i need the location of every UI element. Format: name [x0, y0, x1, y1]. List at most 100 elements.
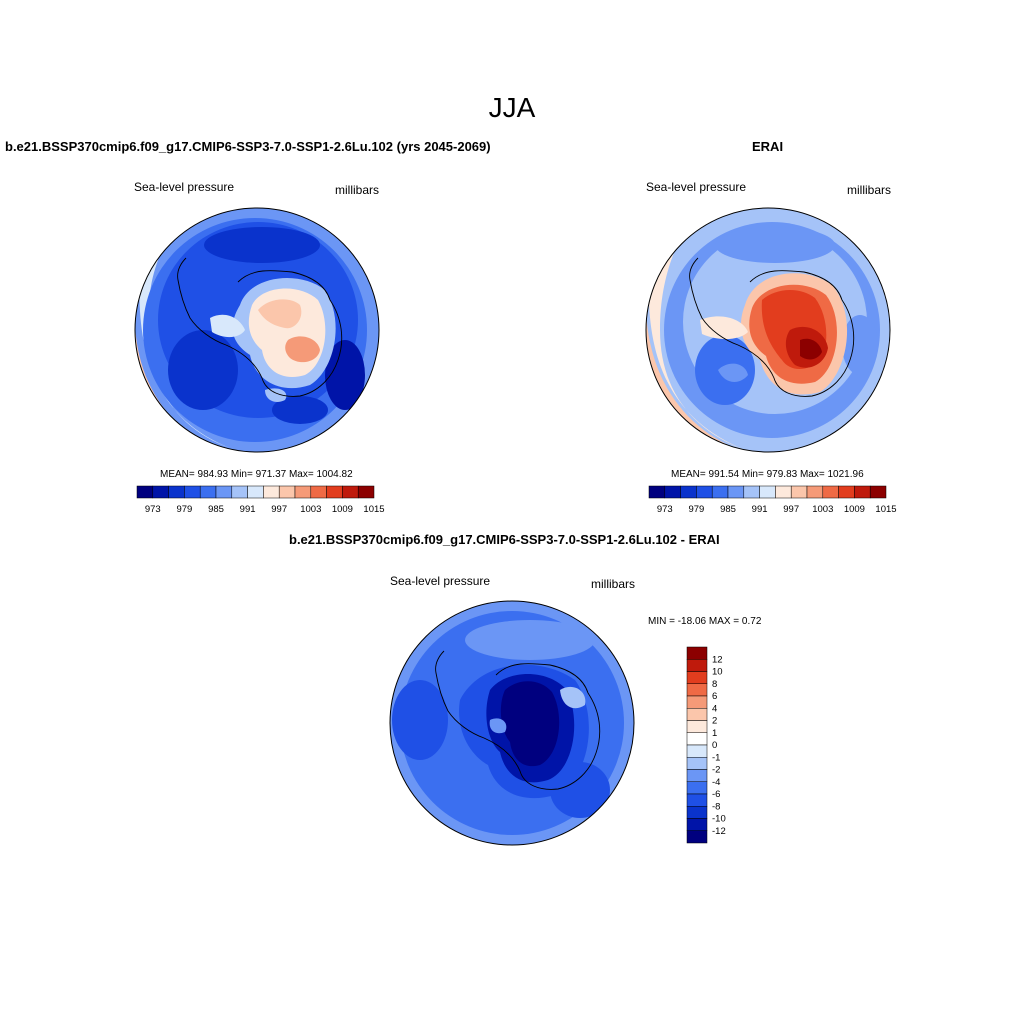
panel3-colorbar-tick-label: -4 — [712, 777, 720, 788]
panel1-colorbar-swatch — [294, 485, 312, 499]
panel1-colorbar-swatch — [310, 485, 327, 499]
panel1-colorbar-swatch — [184, 485, 201, 499]
panel3-map — [390, 601, 634, 845]
panel2-colorbar-swatch — [680, 485, 697, 499]
panel2-map — [646, 208, 890, 452]
panel3-map-border — [389, 600, 635, 846]
panel2-colorbar-tick-label: 985 — [720, 504, 736, 515]
panel1-variable-label: Sea-level pressure — [134, 180, 235, 194]
panel3-colorbar-swatch — [686, 659, 708, 672]
panel3-colorbar-tick-label: -12 — [712, 826, 726, 837]
panel3-colorbar-swatch — [686, 769, 708, 782]
panel1-colorbar-tick-label: 985 — [208, 504, 224, 515]
panel3-colorbar-tick-label: 8 — [712, 679, 717, 690]
panel2-colorbar-swatch — [696, 485, 713, 499]
panel2-colorbar-tick-label: 979 — [688, 504, 704, 515]
panel3-colorbar-swatch — [686, 744, 708, 758]
panel1-colorbar: 973 979 985 991 997 1003 1009 1015 — [136, 485, 385, 515]
panel2-colorbar-swatch — [790, 485, 808, 499]
panel1-map-border — [134, 207, 380, 453]
panel3-colorbar-tick-label: -6 — [712, 789, 720, 800]
panel3-colorbar-swatch — [686, 781, 708, 795]
panel2-colorbar-tick-label: 973 — [657, 504, 673, 515]
panel3-colorbar-swatch — [686, 818, 708, 831]
panel1-colorbar-swatch — [263, 485, 280, 499]
panel1-colorbar-swatch — [136, 485, 154, 499]
panel2-colorbar-swatch — [869, 485, 887, 499]
panel3-colorbar-swatch — [686, 671, 708, 684]
panel2-units-label: millibars — [847, 183, 892, 197]
panel3-title: b.e21.BSSP370cmip6.f09_g17.CMIP6-SSP3-7.… — [289, 532, 720, 547]
panel3-colorbar-swatch — [686, 793, 708, 807]
panel3-colorbar-swatch — [686, 683, 708, 697]
panel3-colorbar-tick-label: -8 — [712, 801, 720, 812]
panel2-colorbar-swatch — [759, 485, 776, 499]
panel1-colorbar-swatch — [357, 485, 375, 499]
panel1-colorbar-swatch — [152, 485, 169, 499]
panel3-colorbar-tick-label: -10 — [712, 814, 726, 825]
panel3-stats: MIN = -18.06 MAX = 0.72 — [648, 616, 762, 627]
panel3-colorbar-tick-label: -2 — [712, 765, 720, 776]
panel2-colorbar-swatch — [727, 485, 745, 499]
panel1-colorbar-swatch — [199, 485, 217, 499]
panel2-colorbar-tick-label: 1015 — [875, 504, 896, 515]
panel1-colorbar-tick-label: 973 — [145, 504, 161, 515]
panel1-colorbar-tick-label: 997 — [271, 504, 287, 515]
panel2-map-border — [645, 207, 891, 453]
panel3-units-label: millibars — [591, 577, 636, 591]
panel1-colorbar-tick-label: 1009 — [332, 504, 353, 515]
panel1-colorbar-swatch — [215, 485, 233, 499]
panel3-colorbar-swatch — [686, 695, 708, 709]
panel1-colorbar-tick-label: 1003 — [300, 504, 321, 515]
panel3-variable-label: Sea-level pressure — [390, 574, 491, 588]
panel2-colorbar-tick-label: 1003 — [812, 504, 833, 515]
panel1-map — [135, 208, 379, 452]
panel1-colorbar-swatch — [247, 485, 264, 499]
panel1-colorbar-tick-label: 1015 — [363, 504, 384, 515]
panel2-colorbar-tick-label: 1009 — [844, 504, 865, 515]
panel1-colorbar-tick-label: 991 — [240, 504, 256, 515]
panel3-colorbar-tick-label: -1 — [712, 752, 720, 763]
panel2-title: ERAI — [752, 139, 784, 154]
panel2-colorbar-swatch — [664, 485, 681, 499]
panel1-colorbar-swatch — [168, 485, 185, 499]
panel3-colorbar-tick-label: 1 — [712, 728, 717, 739]
panel1-colorbar-swatch — [326, 485, 343, 499]
panel3-colorbar-tick-label: 6 — [712, 691, 717, 702]
panel2-colorbar-tick-label: 991 — [752, 504, 768, 515]
panel1-colorbar-swatch — [231, 485, 248, 499]
panel1-colorbar-swatch — [342, 485, 359, 499]
panel2-colorbar-swatch — [806, 485, 824, 499]
panel3-colorbar-tick-label: 10 — [712, 667, 723, 678]
panel3-colorbar-swatch — [686, 646, 708, 660]
panel3-colorbar-swatch — [686, 720, 708, 733]
panel2-colorbar-swatch — [838, 485, 855, 499]
panel3-colorbar-swatch — [686, 806, 708, 819]
panel2-colorbar-swatch — [743, 485, 760, 499]
panel2-stats: MEAN= 991.54 Min= 979.83 Max= 1021.96 — [671, 469, 864, 480]
panel1-title: b.e21.BSSP370cmip6.f09_g17.CMIP6-SSP3-7.… — [5, 139, 491, 154]
panel2-colorbar-tick-label: 997 — [783, 504, 799, 515]
panel1-units-label: millibars — [335, 183, 380, 197]
panel3-colorbar-tick-label: 2 — [712, 716, 717, 727]
panel3-colorbar-swatch — [686, 732, 708, 746]
panel3-colorbar-swatch — [686, 757, 708, 770]
panel3-colorbar-tick-label: 0 — [712, 740, 717, 751]
panel1-stats: MEAN= 984.93 Min= 971.37 Max= 1004.82 — [160, 469, 353, 480]
panel3-colorbar-tick-label: 4 — [712, 703, 717, 714]
panel2-colorbar-swatch — [648, 485, 666, 499]
panel3-colorbar-tick-label: 12 — [712, 654, 723, 665]
panel3-colorbar-swatch — [686, 708, 708, 721]
panel2-colorbar-swatch — [854, 485, 871, 499]
panel2-colorbar-swatch — [822, 485, 839, 499]
panel1-colorbar-tick-label: 979 — [176, 504, 192, 515]
panel2-colorbar: 973 979 985 991 997 1003 1009 1015 — [648, 485, 897, 515]
panel1-colorbar-swatch — [278, 485, 296, 499]
panel2-colorbar-swatch — [775, 485, 792, 499]
figure-title: JJA — [488, 92, 536, 123]
panel2-colorbar-swatch — [711, 485, 729, 499]
panel3-colorbar-swatch — [686, 830, 708, 844]
panel2-variable-label: Sea-level pressure — [646, 180, 747, 194]
